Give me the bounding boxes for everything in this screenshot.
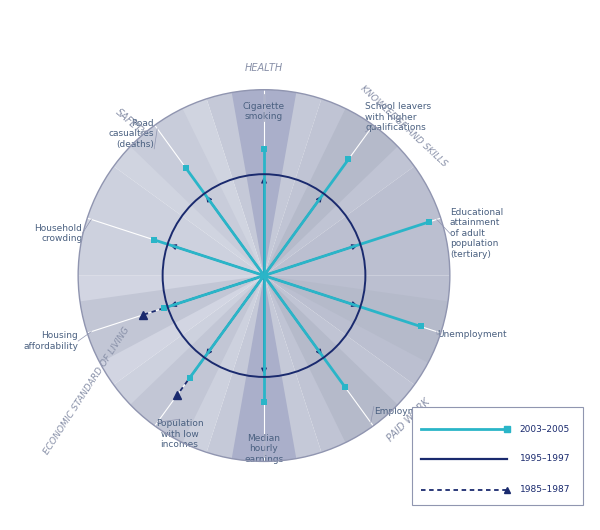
Wedge shape [264, 276, 398, 443]
Wedge shape [78, 166, 264, 276]
Text: KNOWLEDGE AND SKILLS: KNOWLEDGE AND SKILLS [359, 83, 449, 168]
Text: PAID WORK: PAID WORK [386, 397, 432, 444]
Text: Median
hourly
earnings: Median hourly earnings [244, 434, 284, 464]
Wedge shape [206, 90, 322, 276]
Text: Housing
affordability: Housing affordability [23, 331, 78, 351]
Wedge shape [264, 276, 448, 363]
Text: 1995–1997: 1995–1997 [520, 455, 570, 463]
Wedge shape [78, 276, 264, 385]
Wedge shape [113, 99, 264, 276]
Text: 1985–1987: 1985–1987 [520, 485, 570, 494]
Text: Employment: Employment [374, 407, 431, 416]
Text: School leavers
with higher
qualifications: School leavers with higher qualification… [365, 102, 431, 132]
Text: Road
casualties
(deaths): Road casualties (deaths) [109, 119, 154, 149]
Wedge shape [206, 276, 322, 462]
Wedge shape [264, 99, 415, 276]
Text: Population
with low
incomes: Population with low incomes [156, 419, 203, 449]
Wedge shape [232, 90, 296, 276]
Wedge shape [264, 109, 398, 276]
Text: Unemployment: Unemployment [437, 330, 507, 339]
Text: Cigarette
smoking: Cigarette smoking [243, 102, 285, 121]
Text: Educational
attainment
of adult
population
(tertiary): Educational attainment of adult populati… [450, 208, 503, 259]
Wedge shape [113, 276, 264, 452]
Wedge shape [130, 109, 264, 276]
Wedge shape [264, 276, 415, 452]
Text: Household
crowding: Household crowding [34, 224, 82, 243]
Text: HEALTH: HEALTH [245, 63, 283, 73]
FancyBboxPatch shape [412, 407, 583, 505]
Wedge shape [264, 276, 450, 385]
Wedge shape [264, 166, 450, 276]
Text: 2003–2005: 2003–2005 [520, 425, 570, 434]
Wedge shape [130, 276, 264, 443]
Text: SAFETY: SAFETY [114, 107, 148, 138]
Wedge shape [232, 276, 296, 462]
Wedge shape [80, 276, 264, 363]
Text: ECONOMIC STANDARD OF LIVING: ECONOMIC STANDARD OF LIVING [42, 325, 131, 456]
